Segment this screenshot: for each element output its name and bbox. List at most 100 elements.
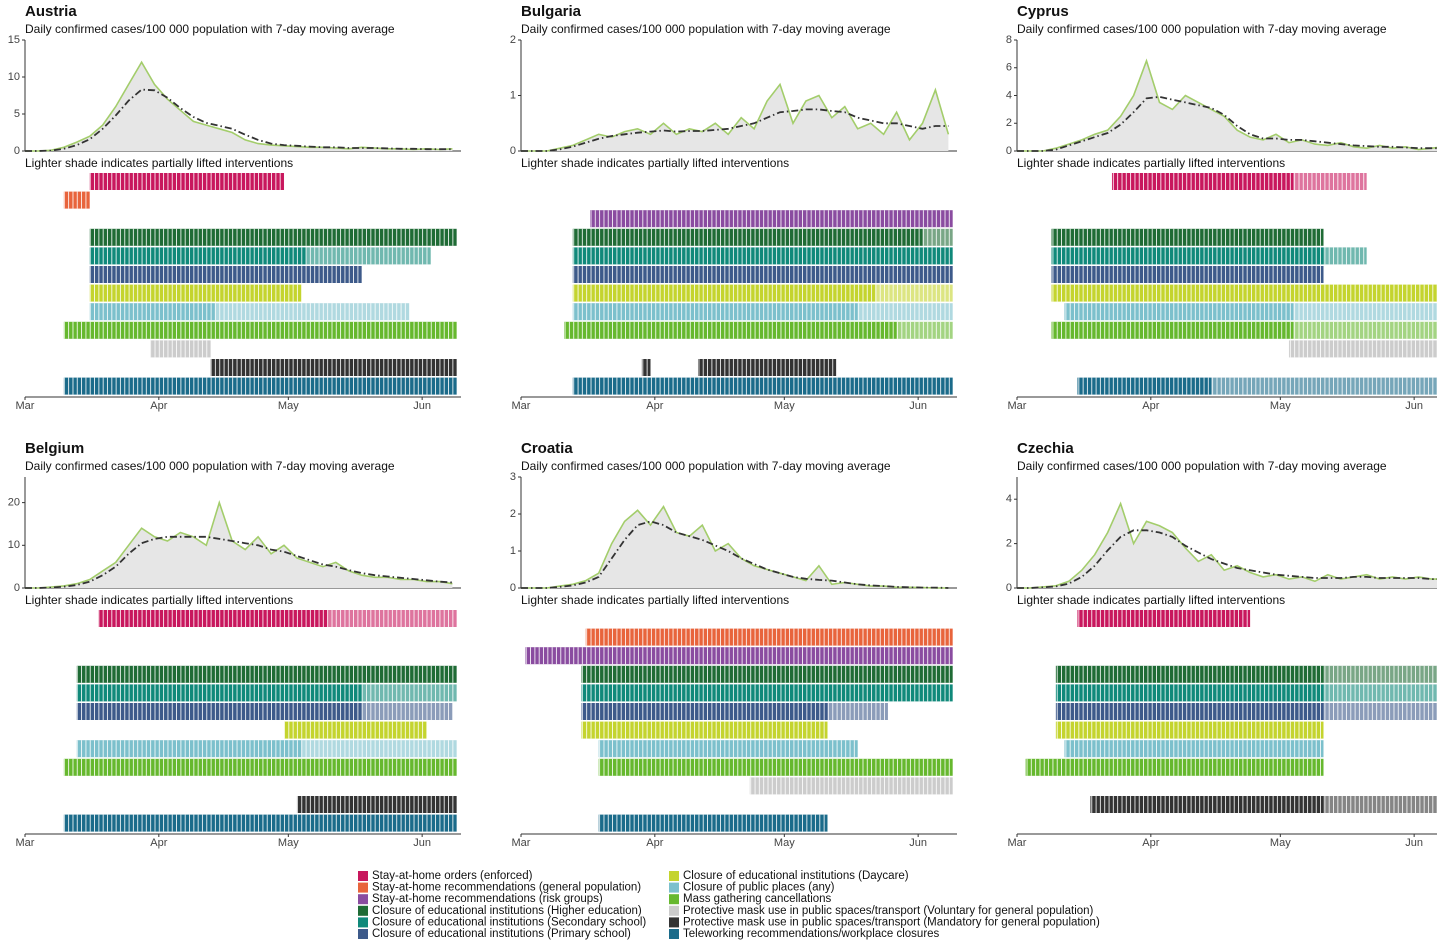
legend-label: Closure of educational institutions (Pri… [372, 928, 631, 940]
legend-label: Closure of educational institutions (Sec… [372, 916, 646, 928]
bar-stripes [1323, 247, 1367, 265]
bar-stripes [641, 359, 651, 376]
panel-subtitle: Daily confirmed cases/100 000 population… [25, 459, 395, 473]
bar-stripes [296, 796, 457, 813]
bar-stripes [598, 814, 828, 832]
series-area [1017, 60, 1437, 151]
bar-stripes [76, 684, 362, 702]
bar-stripes [581, 721, 828, 739]
bar-stripes [1323, 703, 1437, 720]
bar-stripes [305, 247, 431, 265]
legend-swatch [669, 905, 679, 916]
legend-label: Mass gathering cancellations [683, 893, 832, 905]
bar-stripes [1025, 758, 1324, 776]
bar-stripes [1288, 340, 1437, 358]
bar-stripes [150, 340, 211, 358]
annotation: Lighter shade indicates partially lifted… [1017, 156, 1285, 170]
bar-stripes [98, 610, 328, 627]
y-tick-label: 4 [1006, 89, 1012, 101]
y-tick-label: 6 [1006, 62, 1012, 74]
y-tick-label: 1 [510, 545, 516, 557]
x-tick-label: May [278, 400, 299, 412]
x-tick-label: Apr [1142, 837, 1159, 849]
series-area [1017, 503, 1437, 588]
legend-swatch [669, 882, 679, 893]
bar-stripes [63, 758, 457, 776]
y-tick-label: 15 [8, 34, 20, 46]
y-tick-label: 8 [1006, 34, 1012, 46]
y-tick-label: 0 [14, 145, 20, 157]
bar-stripes [1051, 228, 1324, 246]
bar-stripes [1055, 703, 1324, 720]
y-tick-label: 0 [1006, 145, 1012, 157]
series-area [521, 84, 949, 151]
bar-stripes [572, 284, 875, 302]
bar-stripes [857, 303, 953, 321]
panel-subtitle: Daily confirmed cases/100 000 population… [1017, 459, 1387, 473]
y-tick-label: 1 [510, 89, 516, 101]
bar-stripes [585, 628, 953, 646]
daily-line [25, 499, 453, 589]
annotation: Lighter shade indicates partially lifted… [521, 593, 789, 607]
y-tick-label: 2 [1006, 117, 1012, 129]
bar-stripes [697, 359, 837, 376]
bar-stripes [361, 703, 453, 720]
bar-stripes [76, 665, 457, 683]
bar-stripes [1077, 610, 1251, 627]
panel-title: Bulgaria [521, 3, 582, 20]
x-tick-label: Apr [646, 400, 663, 412]
bar-stripes [1323, 684, 1437, 702]
legend-swatch [669, 929, 679, 939]
bar-stripes [874, 284, 953, 302]
bar-stripes [89, 247, 306, 265]
y-tick-label: 5 [14, 108, 20, 120]
bar-stripes [572, 377, 953, 395]
y-tick-label: 10 [8, 71, 20, 83]
y-tick-label: 20 [8, 497, 20, 509]
moving-average-line [521, 520, 949, 589]
x-tick-label: Jun [1405, 837, 1423, 849]
annotation: Lighter shade indicates partially lifted… [25, 156, 293, 170]
panel-title: Belgium [25, 440, 84, 457]
bar-stripes [284, 721, 427, 739]
bar-stripes [1111, 173, 1294, 190]
legend-label: Protective mask use in public spaces/tra… [683, 905, 1094, 917]
y-tick-label: 3 [510, 471, 516, 483]
legend-swatch [358, 871, 368, 881]
legend-label: Stay-at-home recommendations (general po… [372, 882, 641, 894]
daily-line [1017, 501, 1437, 589]
bar-stripes [581, 703, 828, 720]
bar-stripes [749, 777, 953, 795]
legend-swatch [669, 894, 679, 905]
annotation: Lighter shade indicates partially lifted… [1017, 593, 1285, 607]
y-tick-label: 2 [510, 508, 516, 520]
x-tick-label: May [774, 400, 795, 412]
bar-stripes [1323, 665, 1437, 683]
y-tick-label: 2 [510, 34, 516, 46]
bar-stripes [1293, 303, 1437, 321]
bar-stripes [76, 740, 302, 758]
bar-stripes [896, 321, 953, 339]
x-tick-label: Mar [16, 837, 35, 849]
bar-stripes [63, 814, 457, 832]
y-tick-label: 4 [1006, 493, 1012, 505]
bar-stripes [1077, 377, 1212, 395]
legend-swatch [669, 917, 679, 928]
x-tick-label: Mar [512, 837, 531, 849]
bar-stripes [1055, 665, 1324, 683]
legend-label: Closure of public places (any) [683, 882, 835, 894]
bar-stripes [210, 359, 457, 376]
bar-stripes [598, 740, 858, 758]
bar-stripes [76, 703, 362, 720]
moving-average-line [25, 88, 453, 152]
y-tick-label: 10 [8, 539, 20, 551]
panel-title: Cyprus [1017, 3, 1069, 20]
x-tick-label: Apr [646, 837, 663, 849]
bar-stripes [301, 740, 457, 758]
y-tick-label: 0 [510, 582, 516, 594]
bar-stripes [1090, 796, 1324, 813]
x-tick-label: Mar [16, 400, 35, 412]
x-tick-label: Jun [1405, 400, 1423, 412]
bar-stripes [89, 173, 285, 190]
bar-stripes [572, 228, 923, 246]
